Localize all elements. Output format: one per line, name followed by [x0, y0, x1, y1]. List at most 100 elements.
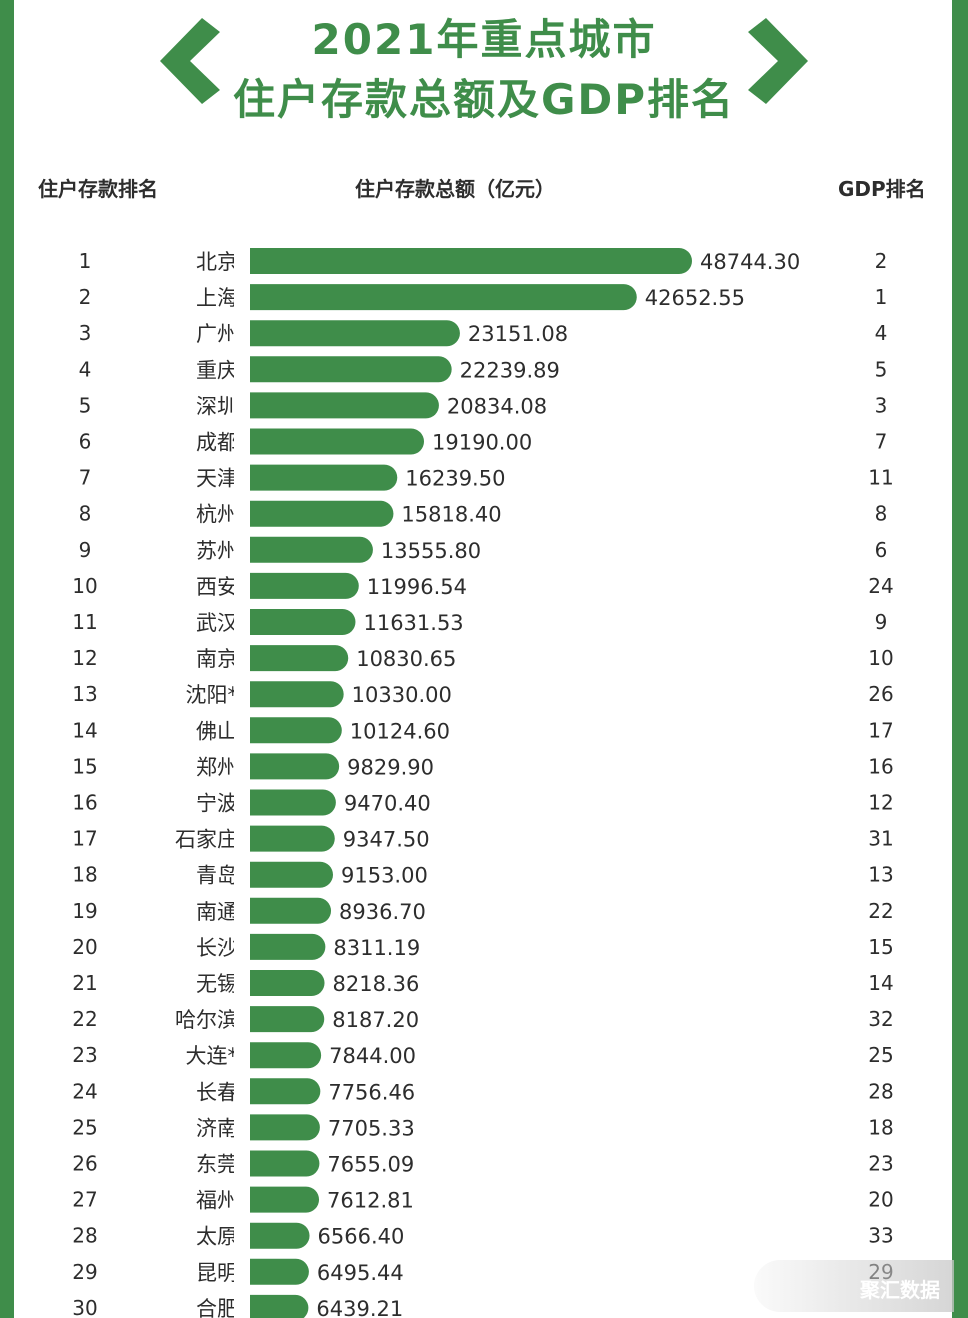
bar — [236, 1078, 321, 1105]
city-label: 上海 — [196, 286, 238, 310]
bar — [236, 1042, 322, 1069]
value-label: 10830.65 — [356, 647, 456, 671]
gdp-rank-label: 15 — [868, 935, 893, 959]
chevron-right-icon — [748, 18, 808, 104]
rank-label: 15 — [72, 754, 97, 778]
gdp-rank-label: 33 — [868, 1224, 893, 1248]
rank-label: 30 — [72, 1296, 97, 1318]
bar-edge-mask — [234, 896, 250, 925]
right-frame-border — [952, 0, 968, 1318]
bar-edge-mask — [234, 716, 250, 745]
bar-edge-mask — [234, 608, 250, 636]
bar — [236, 897, 332, 924]
value-label: 10330.00 — [352, 683, 452, 707]
value-label: 10124.60 — [350, 719, 450, 743]
value-label: 8311.19 — [333, 936, 420, 960]
value-label: 9347.50 — [343, 828, 430, 852]
gdp-rank-label: 16 — [868, 754, 893, 778]
bar-edge-mask — [234, 788, 250, 817]
rank-label: 20 — [72, 935, 97, 959]
rank-label: 19 — [72, 899, 97, 923]
gdp-rank-label: 24 — [868, 574, 893, 598]
value-label: 7655.09 — [327, 1153, 414, 1177]
value-label: 7756.46 — [328, 1080, 415, 1104]
value-label: 48744.30 — [700, 250, 800, 274]
bar — [236, 1258, 309, 1285]
bar-edge-mask — [234, 1293, 250, 1318]
bar-edge-mask — [234, 463, 250, 492]
value-label: 9470.40 — [344, 792, 431, 816]
value-label: 11996.54 — [367, 575, 467, 599]
bar-edge-mask — [234, 391, 250, 420]
bar-edge-mask — [234, 427, 250, 456]
bar — [236, 933, 326, 960]
value-label: 8218.36 — [333, 972, 420, 996]
rank-label: 24 — [72, 1079, 97, 1103]
bar-edge-mask — [234, 1257, 250, 1286]
bar — [236, 717, 342, 744]
chart-title-line2: 住户存款总额及GDP排名 — [232, 75, 736, 124]
value-label: 8936.70 — [339, 900, 426, 924]
gdp-rank-label: 20 — [868, 1188, 893, 1212]
rank-label: 5 — [79, 393, 92, 417]
rank-label: 10 — [72, 574, 97, 598]
city-label: 长春 — [196, 1080, 238, 1104]
city-label: 西安 — [196, 575, 238, 599]
bar-edge-mask — [234, 644, 250, 673]
city-label: 武汉 — [196, 611, 238, 635]
rank-label: 1 — [79, 249, 92, 273]
bar — [236, 789, 336, 816]
bar-edge-mask — [234, 535, 250, 564]
bar — [236, 500, 394, 527]
city-label: 济南 — [196, 1116, 238, 1140]
bar-edge-mask — [234, 319, 250, 348]
city-label: 南京 — [196, 647, 238, 671]
value-label: 7705.33 — [328, 1116, 415, 1140]
rank-label: 29 — [72, 1260, 97, 1284]
gdp-rank-label: 23 — [868, 1152, 893, 1176]
bar-edge-mask — [234, 860, 250, 889]
column-header-rank: 住户存款排名 — [38, 177, 158, 201]
value-label: 20834.08 — [447, 394, 547, 418]
city-label: 宁波 — [196, 792, 238, 816]
bar — [236, 356, 452, 383]
watermark-text: 聚汇数据 — [860, 1278, 940, 1302]
bar — [236, 609, 356, 635]
gdp-rank-label: 17 — [868, 718, 893, 742]
rank-label: 18 — [72, 863, 97, 887]
gdp-rank-label: 31 — [868, 827, 893, 851]
city-label: 无锡 — [196, 972, 238, 996]
gdp-rank-label: 25 — [868, 1043, 893, 1067]
bar — [236, 970, 325, 996]
city-label: 深圳 — [196, 394, 238, 418]
value-label: 9829.90 — [347, 755, 434, 779]
bar — [236, 861, 333, 888]
bar — [236, 1294, 309, 1318]
value-label: 6566.40 — [318, 1225, 405, 1249]
bar-edge-mask — [234, 752, 250, 781]
gdp-rank-label: 32 — [868, 1007, 893, 1031]
bar — [236, 1222, 310, 1249]
value-label: 11631.53 — [363, 611, 463, 635]
gdp-rank-label: 1 — [875, 285, 888, 309]
gdp-rank-label: 6 — [875, 538, 888, 562]
rank-label: 26 — [72, 1152, 97, 1176]
chart-title-line1: 2021年重点城市 — [311, 15, 657, 64]
bar — [236, 248, 692, 274]
bar-edge-mask — [234, 247, 250, 275]
gdp-rank-label: 3 — [875, 393, 888, 417]
bar — [236, 1114, 320, 1141]
rank-label: 21 — [72, 971, 97, 995]
value-label: 15818.40 — [401, 503, 501, 527]
value-label: 7612.81 — [327, 1189, 414, 1213]
bar — [236, 428, 425, 455]
rank-label: 22 — [72, 1007, 97, 1031]
bar — [236, 753, 340, 780]
value-label: 8187.20 — [332, 1008, 419, 1032]
city-label: 昆明 — [196, 1261, 238, 1285]
gdp-rank-label: 28 — [868, 1079, 893, 1103]
bar-edge-mask — [234, 1077, 250, 1106]
bar-edge-mask — [234, 283, 250, 312]
bar-edge-mask — [234, 1221, 250, 1250]
city-label: 天津 — [196, 467, 238, 491]
